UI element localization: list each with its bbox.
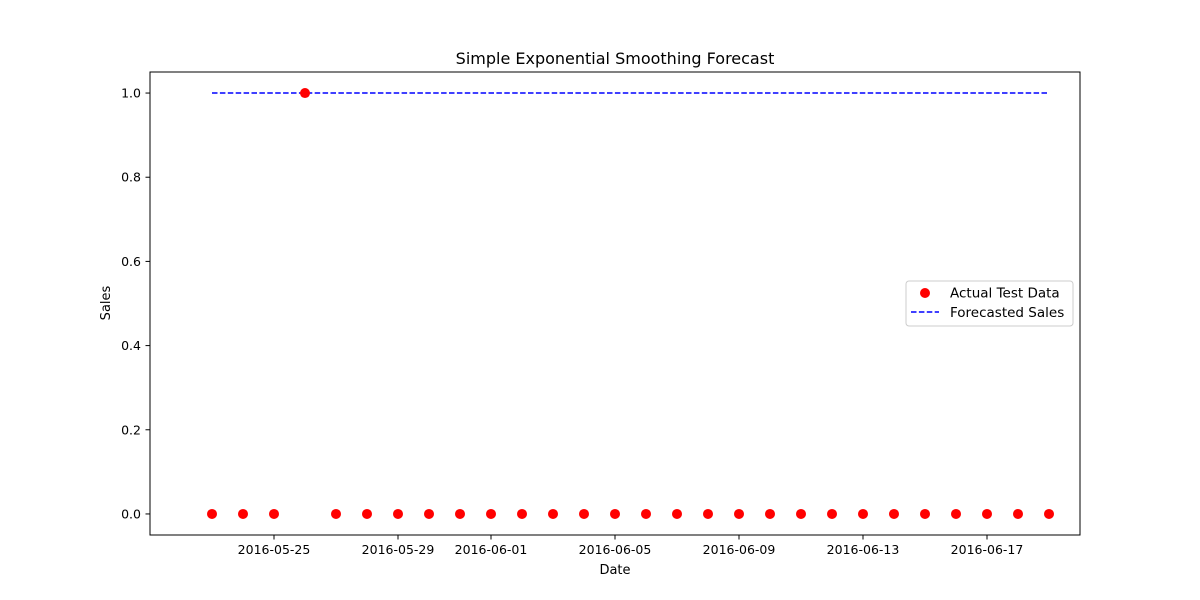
actual-data-point [827, 508, 837, 519]
actual-data-point [734, 508, 744, 519]
actual-data-point [362, 508, 372, 519]
actual-data-point [703, 508, 713, 519]
actual-data-point [858, 508, 868, 519]
legend-marker-actual [920, 288, 930, 298]
actual-data-point [951, 508, 961, 519]
actual-data-point [393, 508, 403, 519]
actual-data-point [207, 508, 217, 519]
actual-data-point [269, 508, 279, 519]
x-tick-label: 2016-06-17 [951, 542, 1024, 557]
legend-label-actual: Actual Test Data [950, 286, 1060, 302]
y-tick-label: 1.0 [121, 86, 141, 101]
actual-data-point [548, 508, 558, 519]
actual-data-point [889, 508, 899, 519]
actual-data-point [331, 508, 341, 519]
y-tick-label: 0.4 [121, 338, 141, 353]
x-axis-label: Date [599, 563, 630, 578]
x-tick-label: 2016-06-01 [455, 542, 528, 557]
actual-data-point [579, 508, 589, 519]
y-axis-label: Sales [99, 285, 114, 320]
y-axis: 0.0 0.2 0.4 0.6 0.8 1.0 [121, 86, 150, 521]
actual-data-point [300, 88, 310, 99]
x-axis: 2016-05-25 2016-05-29 2016-06-01 2016-06-05… [238, 535, 1024, 557]
actual-data-point [1044, 508, 1054, 519]
y-tick-label: 0.0 [121, 506, 141, 521]
x-tick-label: 2016-06-13 [827, 542, 900, 557]
x-tick-label: 2016-05-29 [362, 542, 435, 557]
actual-data-point [455, 508, 465, 519]
actual-data-point [517, 508, 527, 519]
actual-data-point [424, 508, 434, 519]
y-tick-label: 0.2 [121, 422, 141, 437]
actual-data-point [672, 508, 682, 519]
actual-data-point [982, 508, 992, 519]
legend-label-forecast: Forecasted Sales [950, 305, 1064, 321]
actual-data-point [796, 508, 806, 519]
actual-data-point [610, 508, 620, 519]
actual-data-point [238, 508, 248, 519]
chart-title: Simple Exponential Smoothing Forecast [456, 49, 775, 68]
actual-data-point [1013, 508, 1023, 519]
legend: Actual Test Data Forecasted Sales [905, 280, 1074, 327]
x-tick-label: 2016-06-09 [703, 542, 776, 557]
plot-frame [149, 71, 1081, 536]
actual-data-point [765, 508, 775, 519]
actual-data-point [920, 508, 930, 519]
legend-box [905, 280, 1074, 327]
y-tick-label: 0.8 [121, 170, 141, 185]
x-tick-label: 2016-05-25 [238, 542, 311, 557]
plot-area [207, 88, 1054, 519]
y-tick-label: 0.6 [121, 254, 141, 269]
actual-data-point [641, 508, 651, 519]
actual-data-point [486, 508, 496, 519]
x-tick-label: 2016-06-05 [579, 542, 652, 557]
